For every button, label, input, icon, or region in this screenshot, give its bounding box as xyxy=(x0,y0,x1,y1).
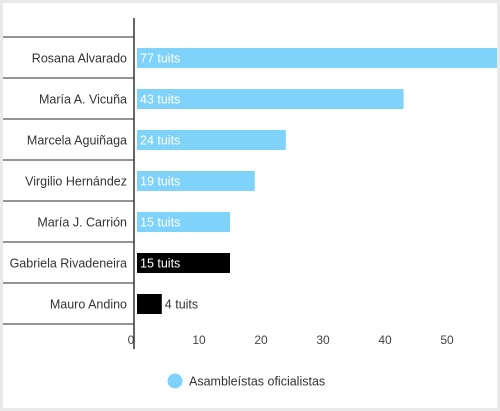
bar xyxy=(137,253,230,273)
x-tick-label: 30 xyxy=(316,333,330,347)
category-label: Mauro Andino xyxy=(50,298,127,312)
category-label: María J. Carrión xyxy=(37,216,127,230)
category-label: Rosana Alvarado xyxy=(32,52,127,66)
bar-chart: Rosana Alvarado 77 tuits María A. Vicuña 43… xyxy=(3,18,497,389)
bar-data-label: 15 tuits xyxy=(140,257,180,271)
bar-data-label: 77 tuits xyxy=(140,52,180,66)
bar-data-label: 19 tuits xyxy=(140,175,180,189)
bar-data-label: 15 tuits xyxy=(140,216,180,230)
bar xyxy=(137,212,230,232)
legend-marker xyxy=(167,373,183,389)
x-tick-label: 40 xyxy=(378,333,392,347)
bar-data-label: 43 tuits xyxy=(140,93,180,107)
category-label: Gabriela Rivadeneira xyxy=(10,257,127,271)
x-tick-label: 10 xyxy=(192,333,206,347)
bar xyxy=(137,48,497,68)
bar xyxy=(137,171,255,191)
bar-data-label: 24 tuits xyxy=(140,134,180,148)
x-tick-label: 20 xyxy=(254,333,268,347)
category-label: Marcela Aguiñaga xyxy=(27,134,127,148)
bar xyxy=(137,130,286,150)
x-tick-label: 0 xyxy=(128,333,135,347)
bar xyxy=(137,89,404,109)
bar xyxy=(137,294,162,314)
category-label: María A. Vicuña xyxy=(39,93,127,107)
x-tick-label: 50 xyxy=(440,333,454,347)
category-label: Virgilio Hernández xyxy=(25,175,127,189)
chart-container: Rosana Alvarado 77 tuits María A. Vicuña 43… xyxy=(3,3,497,408)
legend-label: Asambleístas oficialistas xyxy=(189,375,325,389)
bar-data-label: 4 tuits xyxy=(165,298,198,312)
